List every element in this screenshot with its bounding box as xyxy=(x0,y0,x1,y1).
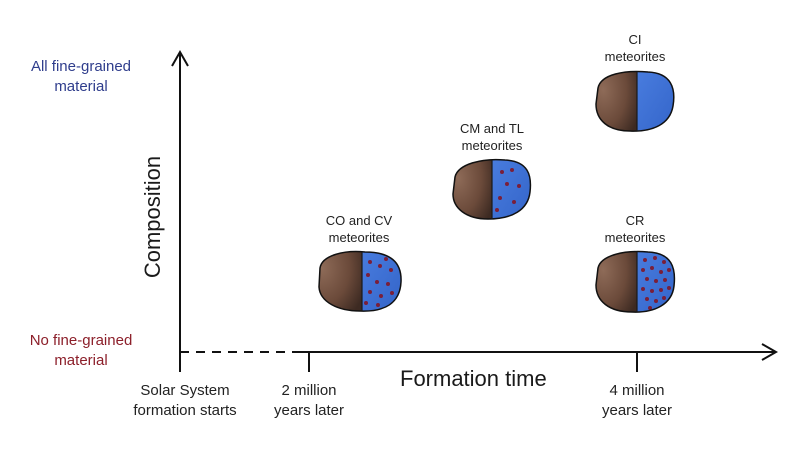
label-co-cv-line2: meteorites xyxy=(328,229,390,245)
label-cr-line1: CR xyxy=(625,213,645,228)
meteorite-cm-tl xyxy=(452,158,532,220)
y-bottom-label-line2: material xyxy=(54,351,108,369)
label-co-cv: CO and CV meteorites xyxy=(289,213,429,247)
label-ci-line1: CI xyxy=(628,32,642,47)
meteorite-co-cv xyxy=(318,250,402,312)
meteorite-ci xyxy=(595,70,675,132)
x-tick-2-million: 2 million years later xyxy=(239,381,379,420)
x-tick-4-million-line1: 4 million xyxy=(609,382,665,399)
x-axis-title: Formation time xyxy=(400,366,547,391)
label-cm-tl-line2: meteorites xyxy=(461,137,523,153)
x-axis xyxy=(179,343,779,372)
label-ci: CI meteorites xyxy=(565,32,705,66)
y-top-label-line1: All fine-grained xyxy=(30,58,132,75)
y-axis-title: Composition xyxy=(140,155,165,279)
y-top-label: All fine-grained material xyxy=(6,57,156,96)
x-tick-4-million: 4 million years later xyxy=(567,381,707,420)
y-top-label-line2: material xyxy=(54,77,108,95)
label-co-cv-line1: CO and CV xyxy=(325,213,393,228)
x-tick-solar-system: Solar System formation starts xyxy=(115,381,255,420)
meteorite-cr xyxy=(595,250,676,313)
label-cm-tl: CM and TL meteorites xyxy=(422,121,562,155)
y-bottom-label: No fine-grained material xyxy=(6,331,156,370)
y-bottom-label-line1: No fine-grained xyxy=(29,332,133,349)
x-tick-solar-system-line1: Solar System xyxy=(140,382,230,399)
label-cr-line2: meteorites xyxy=(604,229,666,245)
x-tick-2-million-line1: 2 million xyxy=(281,382,337,399)
label-ci-line2: meteorites xyxy=(604,48,666,64)
x-tick-4-million-line2: years later xyxy=(601,401,673,419)
y-axis xyxy=(171,49,189,352)
x-tick-2-million-line2: years later xyxy=(273,401,345,419)
label-cm-tl-line1: CM and TL xyxy=(459,121,525,136)
x-tick-solar-system-line2: formation starts xyxy=(133,401,237,419)
label-cr: CR meteorites xyxy=(565,213,705,247)
